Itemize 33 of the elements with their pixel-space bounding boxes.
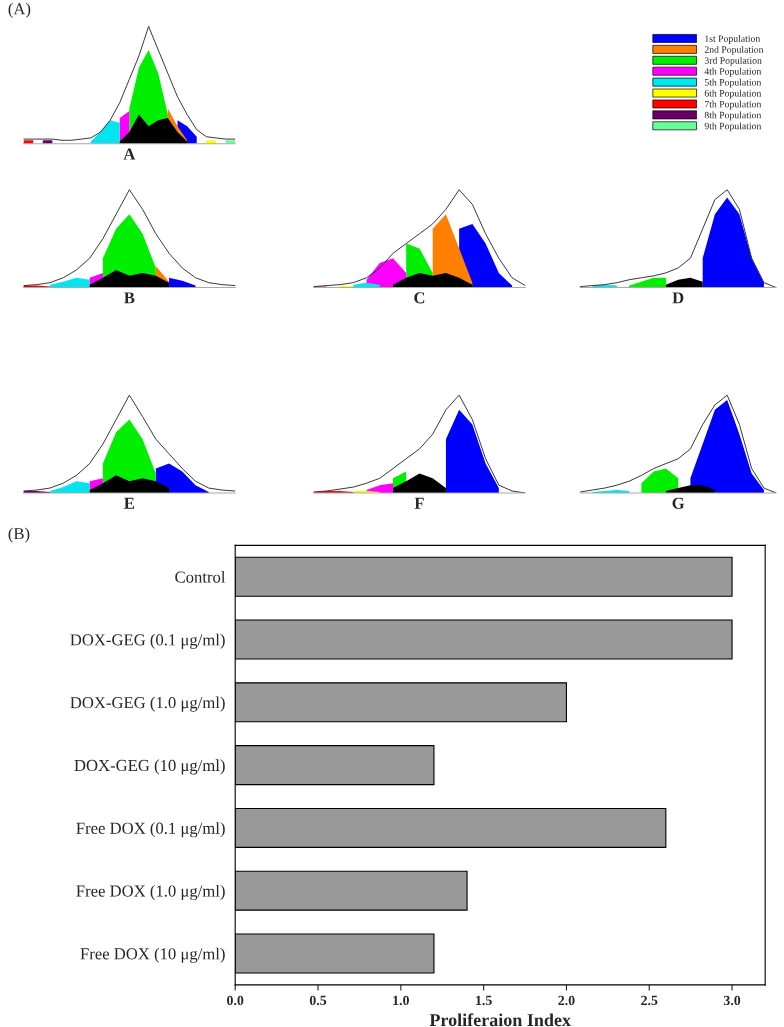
x-tick-label: 0.5 xyxy=(309,995,327,1006)
legend-label: 4th Population xyxy=(704,67,762,77)
legend-label: 9th Population xyxy=(704,122,762,132)
y-tick-label: DOX-GEG (10 μg/ml) xyxy=(74,759,225,775)
x-tick-label: 2.5 xyxy=(641,995,658,1006)
x-tick-label: 2.0 xyxy=(558,995,575,1006)
x-axis-title: F xyxy=(414,497,424,509)
y-tick-label: DOX-GEG (1.0 μg/ml) xyxy=(70,696,225,712)
text: (A) xyxy=(8,2,31,18)
y-tick-label: DOX-GEG (0.1 μg/ml) xyxy=(70,633,225,649)
x-axis-title: Proliferaion Index xyxy=(429,1013,571,1027)
x-tick-label: 3.0 xyxy=(723,995,741,1006)
x-tick-label: 1.0 xyxy=(393,995,409,1006)
y-tick-label: Control xyxy=(175,570,226,583)
x-axis-title: C xyxy=(414,292,425,304)
x-axis-title: A xyxy=(123,148,136,160)
legend-label: 7th Population xyxy=(704,100,762,110)
y-tick-label: Free DOX (10 μg/ml) xyxy=(80,947,225,963)
x-tick-label: 0.0 xyxy=(227,995,244,1006)
x-axis-title: B xyxy=(124,292,135,304)
legend-label: 8th Population xyxy=(704,111,762,121)
legend-label: 2nd Population xyxy=(704,45,764,55)
x-axis-title: D xyxy=(672,292,684,304)
legend-label: 5th Population xyxy=(704,78,762,88)
legend-label: 3rd Population xyxy=(704,56,762,66)
y-tick-label: Free DOX (1.0 μg/ml) xyxy=(76,884,225,901)
text: (B) xyxy=(8,527,30,543)
x-axis-title: E xyxy=(124,497,135,509)
x-axis-title: G xyxy=(672,497,685,509)
legend-label: 6th Population xyxy=(704,89,762,99)
y-tick-label: Free DOX (0.1 μg/ml) xyxy=(76,822,225,838)
x-tick-label: 1.5 xyxy=(476,995,492,1006)
legend-label: 1st Population xyxy=(705,35,761,44)
